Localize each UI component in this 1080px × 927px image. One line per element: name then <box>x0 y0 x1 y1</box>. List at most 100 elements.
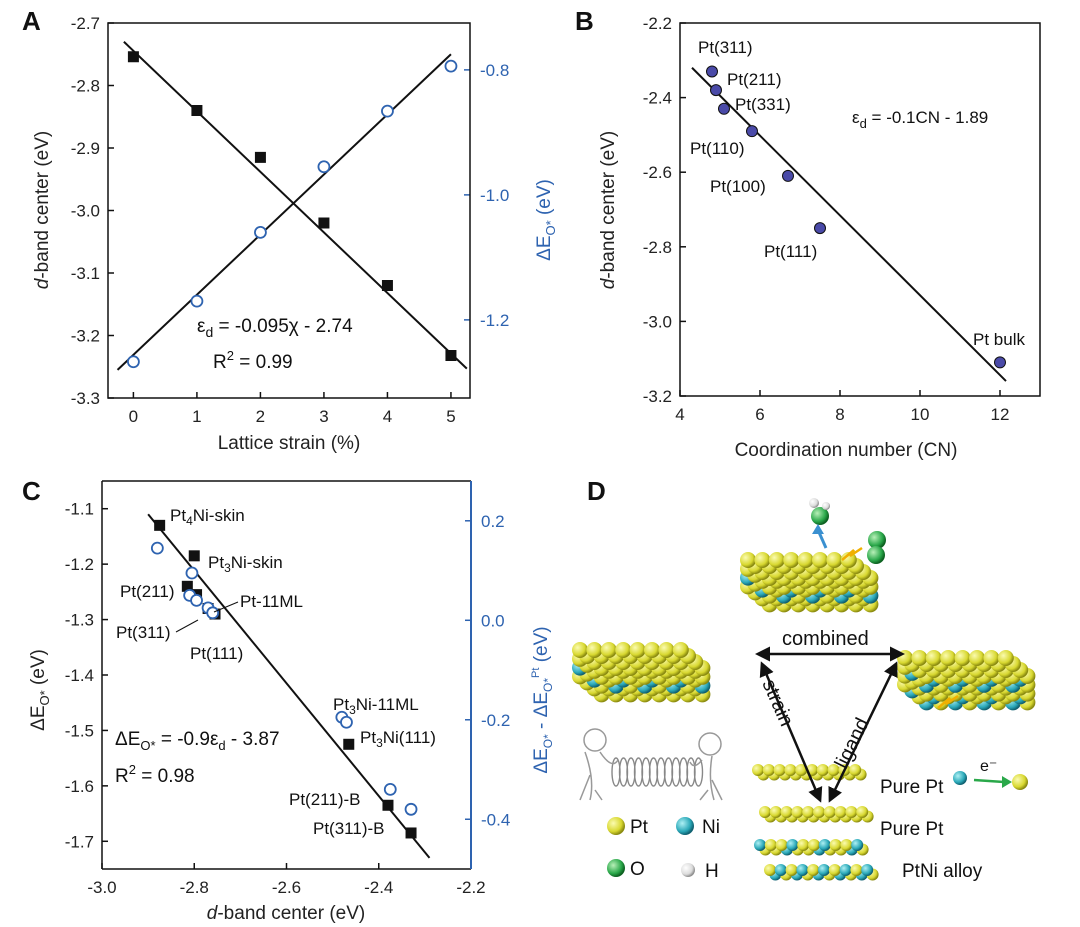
pt-atom <box>769 806 782 818</box>
data-point-square <box>254 151 266 163</box>
plot-frame-a <box>107 22 471 399</box>
x-tick-label: -2.4 <box>364 878 393 897</box>
panel-c: C -3.0 -2.8 -2.6 -2.4 -2.2 -1.1 -1.2 -1.3 -1.4 -1… <box>22 476 555 924</box>
pt-atom <box>600 642 617 658</box>
y-tick-label: -1.6 <box>65 777 94 796</box>
point-label-ptbulk-b: Pt bulk <box>973 330 1025 349</box>
data-point-square <box>405 827 417 839</box>
point-label-pt311-b: Pt(311) <box>698 38 753 57</box>
pt-atom <box>954 650 971 666</box>
pt-atom <box>572 642 588 658</box>
h-atom-icon <box>822 502 830 510</box>
legend-h-icon <box>681 863 695 877</box>
data-point-square <box>154 519 166 531</box>
pt-atom <box>791 806 804 818</box>
data-point-square <box>181 580 193 592</box>
point-label-pt3ni-skin: Pt3Ni-skin <box>208 553 283 575</box>
x-tick-label: 8 <box>835 405 844 424</box>
point-label-pt311-c: Pt(311) <box>116 623 171 642</box>
ni-atom <box>796 864 809 876</box>
layer-pure-pt-middle <box>759 806 874 823</box>
x-tick-label: 6 <box>755 405 764 424</box>
y-axis-label-c: ΔEO* (eV) <box>28 649 52 731</box>
x-tick-label: 10 <box>911 405 930 424</box>
data-point-circle <box>150 541 164 555</box>
pt-atom <box>629 642 646 658</box>
pt-atom <box>840 552 857 568</box>
ni-atom <box>786 839 799 851</box>
pt-atom-icon <box>1012 774 1028 790</box>
point-label-pt211-b-c: Pt(211)-B <box>289 790 361 809</box>
x-tick-label: 0 <box>129 407 138 426</box>
y-tick-label: -3.1 <box>71 264 100 283</box>
y-right-tick-label: -1.0 <box>480 186 509 205</box>
data-point-square <box>382 799 394 811</box>
legend-o-label: O <box>630 859 645 880</box>
y-axis-label-right-a: ΔEO* (eV) <box>534 179 558 261</box>
fit-line <box>691 67 1007 382</box>
data-point-circle <box>994 356 1006 369</box>
slab-combined-layer-0 <box>740 552 879 586</box>
legend-pt-label: Pt <box>630 817 649 838</box>
ni-atom <box>839 864 852 876</box>
pt-atom <box>783 552 800 568</box>
pt-atom <box>768 552 785 568</box>
strain-spring-illustration <box>579 728 723 801</box>
y-axis-label-right-c: ΔEO* - ΔEO*Pt (eV) <box>530 626 555 773</box>
fit-line <box>116 53 452 371</box>
x-tick-label: -2.6 <box>272 878 301 897</box>
pt-atom <box>785 864 798 876</box>
pt-atom <box>764 864 776 876</box>
pt-atom <box>834 806 847 818</box>
data-point-circle <box>404 802 418 816</box>
data-point-circle <box>190 593 203 607</box>
pt-atom <box>658 642 675 658</box>
r-squared-c: R2 = 0.98 <box>115 762 195 787</box>
x-tick-label: -3.0 <box>87 878 116 897</box>
data-point-square <box>318 217 330 229</box>
pt-atom <box>780 806 793 818</box>
o-atom-icon <box>868 531 886 549</box>
equation-a: εd = -0.095χ - 2.74 <box>197 316 353 340</box>
x-tick-label: 2 <box>256 407 265 426</box>
ni-atom <box>818 839 831 851</box>
pt-atom <box>752 764 764 776</box>
data-point-circle <box>190 294 204 308</box>
ni-atom-icon <box>953 771 967 785</box>
pt-atom <box>754 552 771 568</box>
x-tick-label: 5 <box>446 407 455 426</box>
pt-atom <box>586 642 603 658</box>
data-point-square <box>445 350 457 361</box>
pt-atom <box>797 552 814 568</box>
y-tick-label: -1.2 <box>65 555 94 574</box>
data-point-square <box>127 51 139 63</box>
point-label-pt211-b: Pt(211) <box>727 70 782 89</box>
pt-atom <box>773 764 786 776</box>
data-point-circle <box>185 566 199 580</box>
ni-atom <box>818 864 830 876</box>
y-tick-label: -1.7 <box>65 832 94 851</box>
data-point-circle <box>254 225 267 239</box>
layer-ptni-alloy-b <box>764 864 879 881</box>
spring-coil <box>693 757 704 787</box>
pt-atom <box>808 839 820 851</box>
y-tick-label: -1.4 <box>65 666 94 685</box>
data-point-circle <box>381 104 394 118</box>
equation-c: ΔEO* = -0.9εd - 3.87 <box>115 729 280 753</box>
fit-line <box>123 41 468 370</box>
pt-atom <box>784 764 797 776</box>
pt-atom <box>802 806 815 818</box>
point-label-pt3ni-11ml: Pt3Ni-11ML <box>333 695 419 717</box>
data-point-circle <box>444 59 458 73</box>
pt-atom <box>759 806 771 818</box>
ni-atom <box>851 839 864 851</box>
pt-atom <box>672 642 689 658</box>
legend-pt-icon <box>607 817 625 835</box>
point-label-pt111-c: Pt(111) <box>190 644 243 663</box>
pt-atom <box>850 864 863 876</box>
r-squared-a: R2 = 0.99 <box>213 348 293 373</box>
y-tick-label: -1.5 <box>65 721 94 740</box>
pt-atom <box>911 650 928 666</box>
pt-atom <box>807 864 820 876</box>
panel-b: B 4 6 8 10 12 -2.2 -2.4 -2.6 -2.8 -3.0 -3.2 Coordi… <box>575 6 1041 461</box>
